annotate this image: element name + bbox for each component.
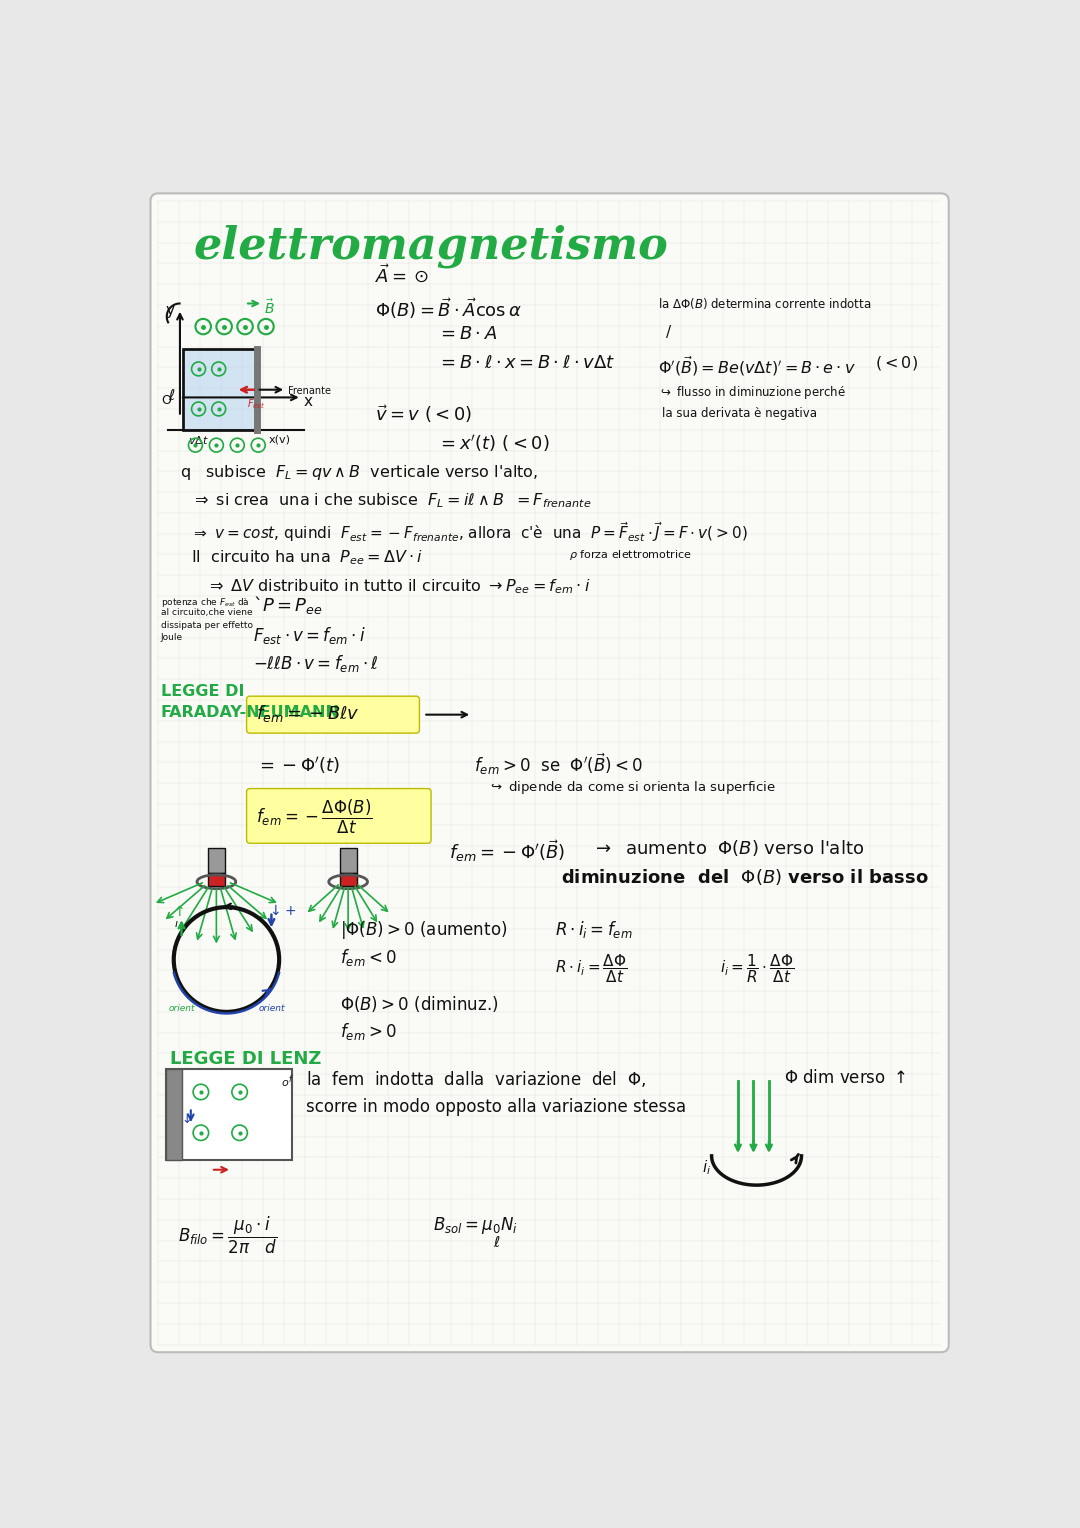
- Text: $f_{em} = -B\ell v$: $f_{em} = -B\ell v$: [256, 703, 360, 724]
- Text: $f_{em}>0$: $f_{em}>0$: [340, 1021, 397, 1042]
- Text: $F_{est}$: $F_{est}$: [246, 397, 265, 411]
- Text: LEGGE DI: LEGGE DI: [161, 685, 244, 698]
- Text: LEGGE DI LENZ: LEGGE DI LENZ: [170, 1050, 321, 1068]
- Text: $i_i$: $i_i$: [702, 1158, 712, 1177]
- Text: al circuito,che viene: al circuito,che viene: [161, 608, 253, 617]
- Text: Joule: Joule: [161, 633, 183, 642]
- Text: FARADAY-NEUMANN: FARADAY-NEUMANN: [161, 706, 339, 720]
- Text: $\vec{v} = v \ (<0)$: $\vec{v} = v \ (<0)$: [375, 403, 473, 425]
- Text: $-\ell\ell B \cdot v = f_{em} \cdot \ell$: $-\ell\ell B \cdot v = f_{em} \cdot \ell…: [253, 652, 378, 674]
- Text: orient: orient: [168, 1004, 194, 1013]
- Text: $= -\Phi'(t)$: $= -\Phi'(t)$: [256, 755, 340, 776]
- Text: $\downarrow$: $\downarrow$: [179, 1112, 191, 1126]
- Text: $= B \cdot A$: $= B \cdot A$: [437, 325, 498, 344]
- Text: $\Phi(B)>0$ (diminuz.): $\Phi(B)>0$ (diminuz.): [340, 995, 499, 1015]
- Text: $= x'(t) \ (<0)$: $= x'(t) \ (<0)$: [437, 432, 550, 454]
- Text: $o^f$: $o^f$: [281, 1074, 294, 1089]
- Text: la  fem  indotta  dalla  variazione  del  $\Phi$,: la fem indotta dalla variazione del $\Ph…: [306, 1070, 646, 1089]
- Bar: [166, 1070, 181, 1160]
- Text: $\imath$: $\imath$: [174, 920, 178, 929]
- Text: x(v): x(v): [268, 434, 291, 445]
- Text: $\Phi(B) = \vec{B} \cdot \vec{A}\cos\alpha$: $\Phi(B) = \vec{B} \cdot \vec{A}\cos\alp…: [375, 296, 522, 321]
- Text: $\hookrightarrow$ flusso in diminuzione perché: $\hookrightarrow$ flusso in diminuzione …: [658, 384, 846, 400]
- Text: Il  circuito ha una  $P_{ee}=\Delta V \cdot i$: Il circuito ha una $P_{ee}=\Delta V \cdo…: [191, 549, 423, 567]
- Text: $i_i = \dfrac{1}{R} \cdot \dfrac{\Delta\Phi}{\Delta t}$: $i_i = \dfrac{1}{R} \cdot \dfrac{\Delta\…: [720, 952, 794, 984]
- Text: $\uparrow$: $\uparrow$: [171, 905, 184, 918]
- Bar: [207, 872, 225, 886]
- Text: $\ell$: $\ell$: [168, 388, 176, 403]
- Text: $|\Phi(B)>0$ (aumento): $|\Phi(B)>0$ (aumento): [340, 920, 508, 941]
- Bar: [183, 348, 257, 429]
- Text: la $\Delta\Phi(B)$ determina corrente indotta: la $\Delta\Phi(B)$ determina corrente in…: [658, 296, 872, 310]
- Text: O: O: [161, 394, 171, 406]
- Text: $R \cdot i_i = f_{em}$: $R \cdot i_i = f_{em}$: [555, 920, 633, 940]
- FancyBboxPatch shape: [150, 194, 948, 1352]
- Text: la sua derivata è negativa: la sua derivata è negativa: [662, 406, 816, 420]
- FancyBboxPatch shape: [246, 788, 431, 843]
- Text: $f_{em}<0$: $f_{em}<0$: [340, 947, 397, 969]
- Text: y: y: [165, 304, 174, 318]
- Text: $\Rightarrow$ $\Delta V$ distribuito in tutto il circuito $\rightarrow P_{ee} = : $\Rightarrow$ $\Delta V$ distribuito in …: [206, 578, 591, 596]
- Text: $= B \cdot \ell \cdot x = B \cdot \ell \cdot v\Delta t$: $= B \cdot \ell \cdot x = B \cdot \ell \…: [437, 354, 616, 373]
- Text: scorre in modo opposto alla variazione stessa: scorre in modo opposto alla variazione s…: [306, 1099, 686, 1115]
- Text: q   subisce  $F_L = qv\wedge B$  verticale verso l'alto,: q subisce $F_L = qv\wedge B$ verticale v…: [180, 463, 538, 481]
- Text: $f_{em} = -\dfrac{\Delta\Phi(B)}{\Delta t}$: $f_{em} = -\dfrac{\Delta\Phi(B)}{\Delta …: [256, 798, 373, 836]
- Text: $\Rightarrow$ $v=cost$, quindi  $F_{est}=-F_{frenante}$, allora  c'è  una  $P=\v: $\Rightarrow$ $v=cost$, quindi $F_{est}=…: [191, 520, 747, 544]
- Text: orient: orient: [259, 1004, 285, 1013]
- Text: `$P = P_{ee}$: `$P = P_{ee}$: [253, 594, 323, 616]
- Text: $\ell$: $\ell$: [494, 1235, 501, 1250]
- Text: $\vec{A} = \odot$: $\vec{A} = \odot$: [375, 264, 430, 287]
- Text: $R \cdot i_i = \dfrac{\Delta\Phi}{\Delta t}$: $R \cdot i_i = \dfrac{\Delta\Phi}{\Delta…: [555, 952, 627, 984]
- Bar: [339, 848, 356, 872]
- Bar: [207, 848, 225, 872]
- Text: x: x: [303, 394, 313, 408]
- Text: $\Phi$ dim verso $\uparrow$: $\Phi$ dim verso $\uparrow$: [784, 1070, 906, 1086]
- Text: $(<0)$: $(<0)$: [875, 354, 918, 373]
- Text: $f_{em} = -\Phi'(\vec{B})$: $f_{em} = -\Phi'(\vec{B})$: [449, 837, 565, 863]
- Text: $\downarrow$+: $\downarrow$+: [267, 905, 296, 918]
- FancyBboxPatch shape: [246, 697, 419, 733]
- Text: diminuzione  del  $\Phi(B)$ verso il basso: diminuzione del $\Phi(B)$ verso il basso: [562, 866, 929, 888]
- Text: $\hookrightarrow$ dipende da come si orienta la superficie: $\hookrightarrow$ dipende da come si ori…: [488, 779, 775, 796]
- Text: $\rightarrow$  aumento  $\Phi(B)$ verso l'alto: $\rightarrow$ aumento $\Phi(B)$ verso l'…: [592, 837, 864, 857]
- Bar: [166, 1070, 292, 1160]
- Text: $F_{est} \cdot v = f_{em} \cdot i$: $F_{est} \cdot v = f_{em} \cdot i$: [253, 625, 366, 645]
- Text: $B_{sol} = \mu_0 N_i$: $B_{sol} = \mu_0 N_i$: [433, 1215, 518, 1236]
- Text: Frenante: Frenante: [287, 387, 330, 396]
- Text: $f_{em} > 0$  se  $\Phi'(\vec{B})<0$: $f_{em} > 0$ se $\Phi'(\vec{B})<0$: [474, 752, 644, 778]
- Text: $\rho$ forza elettromotrice: $\rho$ forza elettromotrice: [569, 549, 692, 562]
- Text: $\vec{B}$: $\vec{B}$: [265, 299, 275, 318]
- Text: $\Phi'(\vec{B}) = Be(v\Delta t)' = B \cdot e \cdot v$: $\Phi'(\vec{B}) = Be(v\Delta t)' = B \cd…: [658, 354, 856, 377]
- Text: $B_{filo} = \dfrac{\mu_0 \cdot i}{2\pi \quad d}$: $B_{filo} = \dfrac{\mu_0 \cdot i}{2\pi \…: [177, 1215, 278, 1256]
- Text: elettromagnetismo: elettromagnetismo: [193, 225, 667, 267]
- Text: $v\Delta t$: $v\Delta t$: [188, 434, 208, 446]
- Text: $\Rightarrow$ si crea  una i che subisce  $F_L = i\ell\wedge B$  $=F_{frenante}$: $\Rightarrow$ si crea una i che subisce …: [191, 492, 591, 510]
- Bar: [339, 872, 356, 886]
- Bar: [183, 348, 257, 429]
- Text: dissipata per effetto: dissipata per effetto: [161, 620, 253, 630]
- Text: /: /: [666, 325, 671, 341]
- Text: potenza che $F_{est}$ dà: potenza che $F_{est}$ dà: [161, 596, 249, 610]
